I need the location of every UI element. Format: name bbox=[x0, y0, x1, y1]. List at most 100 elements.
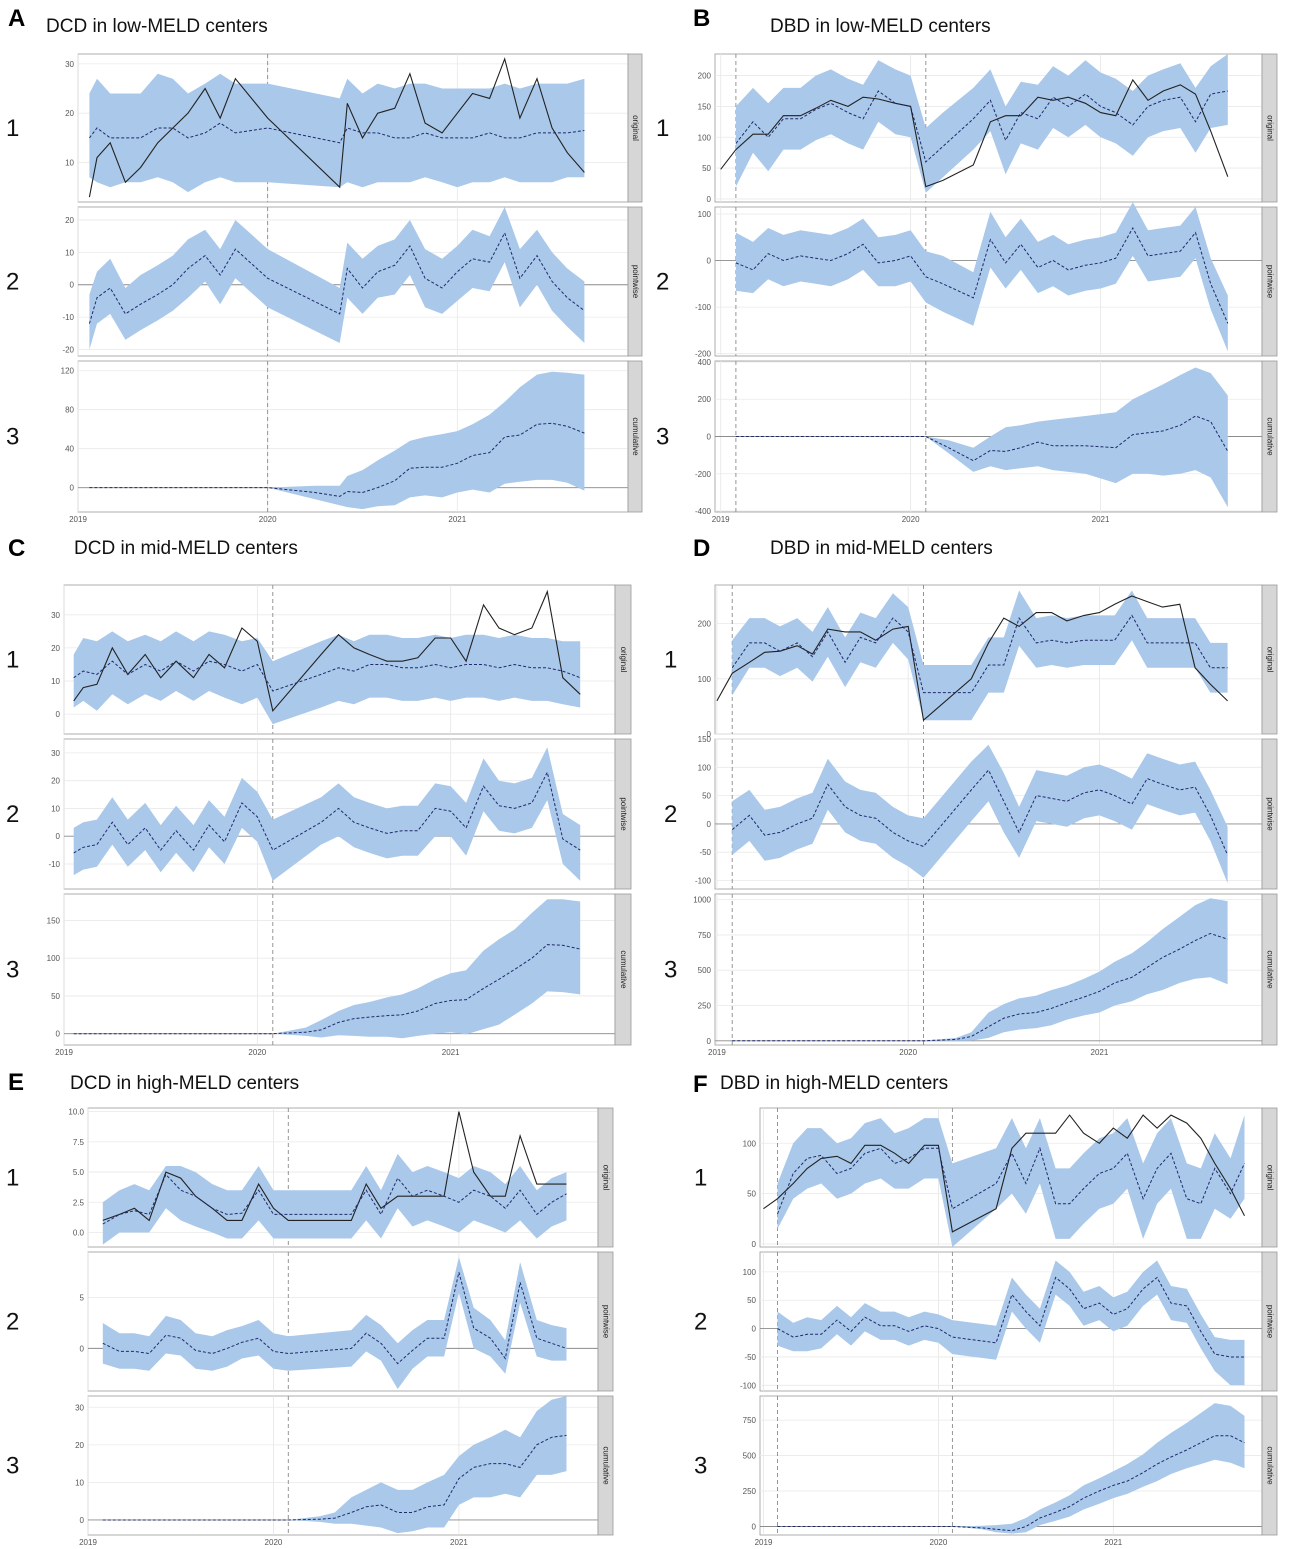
y-tick-label: 200 bbox=[698, 72, 712, 81]
y-tick-label: -100 bbox=[695, 303, 712, 312]
facet-strip-label: cumulative bbox=[1265, 417, 1274, 456]
predicted-line bbox=[735, 415, 1229, 462]
facet-pointwise: -200 -100 0 100 pointwise 2 bbox=[656, 202, 1278, 359]
x-tick-label: 2021 bbox=[1092, 515, 1110, 524]
facet-strip-label: cumulative bbox=[619, 950, 628, 989]
facet-row-label: 3 bbox=[656, 424, 669, 451]
y-tick-label: 0 bbox=[707, 195, 712, 204]
confidence-band bbox=[777, 1260, 1245, 1386]
confidence-band bbox=[732, 744, 1228, 884]
y-tick-label: 10 bbox=[65, 248, 74, 257]
facet-strip bbox=[1261, 584, 1278, 735]
facet-row-label: 1 bbox=[6, 115, 19, 142]
facet-original: 0.0 2.5 5.0 7.5 10.0 original 1 bbox=[6, 1107, 614, 1248]
y-tick-label: 7.5 bbox=[73, 1138, 85, 1147]
y-tick-label: 250 bbox=[698, 1001, 712, 1010]
confidence-band bbox=[732, 590, 1228, 721]
facet-strip bbox=[597, 1251, 614, 1392]
facet-strip bbox=[597, 1395, 614, 1536]
facet-strip-label: cumulative bbox=[601, 1446, 610, 1485]
x-tick-label: 2020 bbox=[265, 1538, 283, 1547]
x-tick-label: 2021 bbox=[448, 515, 466, 524]
x-tick-label: 2020 bbox=[902, 515, 920, 524]
observed-line bbox=[73, 589, 581, 712]
y-tick-label: 100 bbox=[698, 133, 712, 142]
facet-strip-label: cumulative bbox=[1265, 950, 1274, 989]
y-tick-label: 80 bbox=[65, 406, 74, 415]
facet-original: 0 100 200 original 1 bbox=[664, 584, 1278, 739]
panel-B: B DBD in low-MELD centers050100150200orig… bbox=[656, 5, 1278, 524]
facet-strip bbox=[614, 584, 632, 735]
x-tick-label: 2019 bbox=[55, 1048, 73, 1057]
facet-row-label: 3 bbox=[6, 1453, 19, 1480]
facet-strip bbox=[1261, 738, 1278, 890]
facet-strip-label: original bbox=[1265, 1165, 1274, 1191]
x-tick-label: 2021 bbox=[1104, 1538, 1122, 1547]
y-tick-label: 40 bbox=[65, 445, 74, 454]
y-tick-label: 200 bbox=[698, 395, 712, 404]
facet-row-label: 1 bbox=[664, 647, 677, 674]
y-tick-label: 0 bbox=[56, 710, 61, 719]
x-tick-label: 2021 bbox=[450, 1538, 468, 1547]
y-tick-label: 50 bbox=[747, 1296, 756, 1305]
facet-strip bbox=[614, 738, 632, 890]
confidence-band bbox=[73, 747, 581, 881]
facet-original: 10 20 30 original 1 bbox=[6, 53, 643, 203]
y-tick-label: 20 bbox=[65, 216, 74, 225]
panel-title: DCD in mid-MELD centers bbox=[74, 538, 298, 559]
y-tick-label: 250 bbox=[743, 1487, 757, 1496]
predicted-line bbox=[777, 1146, 1245, 1214]
y-tick-label: 100 bbox=[698, 763, 712, 772]
y-tick-label: 50 bbox=[51, 992, 60, 1001]
facet-strip bbox=[627, 206, 643, 357]
y-tick-label: -200 bbox=[695, 470, 712, 479]
y-tick-label: 20 bbox=[75, 1441, 84, 1450]
panel-label: D bbox=[693, 535, 710, 562]
y-tick-label: 200 bbox=[698, 620, 712, 629]
y-tick-label: 0 bbox=[752, 1325, 757, 1334]
facet-strip-label: cumulative bbox=[631, 417, 640, 456]
x-tick-label: 2019 bbox=[712, 515, 730, 524]
facet-strip bbox=[1261, 206, 1278, 357]
predicted-line bbox=[731, 769, 1229, 856]
x-tick-label: 2020 bbox=[259, 515, 277, 524]
facet-row-label: 2 bbox=[656, 269, 669, 296]
y-tick-label: 10 bbox=[51, 677, 60, 686]
facet-strip-label: pointwise bbox=[1265, 1305, 1274, 1339]
facet-strip bbox=[1261, 1251, 1278, 1392]
y-tick-label: 30 bbox=[51, 749, 60, 758]
facet-strip-label: original bbox=[601, 1165, 610, 1191]
y-tick-label: -50 bbox=[744, 1353, 756, 1362]
y-tick-label: -400 bbox=[695, 507, 712, 516]
facet-cumulative: 0 10 20 30 cumulative 3 bbox=[6, 1395, 614, 1536]
confidence-band bbox=[735, 54, 1228, 193]
y-tick-label: 100 bbox=[698, 210, 712, 219]
predicted-line bbox=[73, 770, 581, 854]
y-tick-label: -50 bbox=[699, 848, 711, 857]
y-tick-label: 30 bbox=[65, 60, 74, 69]
predicted-line bbox=[735, 226, 1229, 324]
y-tick-label: 400 bbox=[698, 358, 712, 367]
facet-strip bbox=[614, 893, 632, 1046]
y-tick-label: 0 bbox=[752, 1522, 757, 1531]
facet-pointwise: -20 -10 0 10 20 pointwise 2 bbox=[6, 206, 643, 357]
y-tick-label: 20 bbox=[51, 644, 60, 653]
panel-C: C DCD in mid-MELD centers0102030original1… bbox=[6, 535, 632, 1057]
predicted-line bbox=[88, 231, 585, 324]
confidence-band bbox=[735, 202, 1228, 352]
y-tick-label: 0 bbox=[70, 281, 75, 290]
facet-strip-label: original bbox=[631, 115, 640, 141]
y-tick-label: -100 bbox=[740, 1381, 757, 1390]
panel-title: DBD in high-MELD centers bbox=[720, 1073, 948, 1094]
panel-title: DBD in mid-MELD centers bbox=[770, 538, 993, 559]
facet-row-label: 3 bbox=[6, 957, 19, 984]
x-tick-label: 2020 bbox=[930, 1538, 948, 1547]
facet-row-label: 1 bbox=[694, 1165, 707, 1192]
y-tick-label: 150 bbox=[698, 102, 712, 111]
x-tick-label: 2021 bbox=[1091, 1048, 1109, 1057]
observed-line bbox=[716, 595, 1228, 722]
y-tick-label: 10 bbox=[65, 159, 74, 168]
facet-row-label: 2 bbox=[6, 269, 19, 296]
confidence-band bbox=[777, 1403, 1245, 1534]
confidence-band bbox=[735, 367, 1228, 508]
